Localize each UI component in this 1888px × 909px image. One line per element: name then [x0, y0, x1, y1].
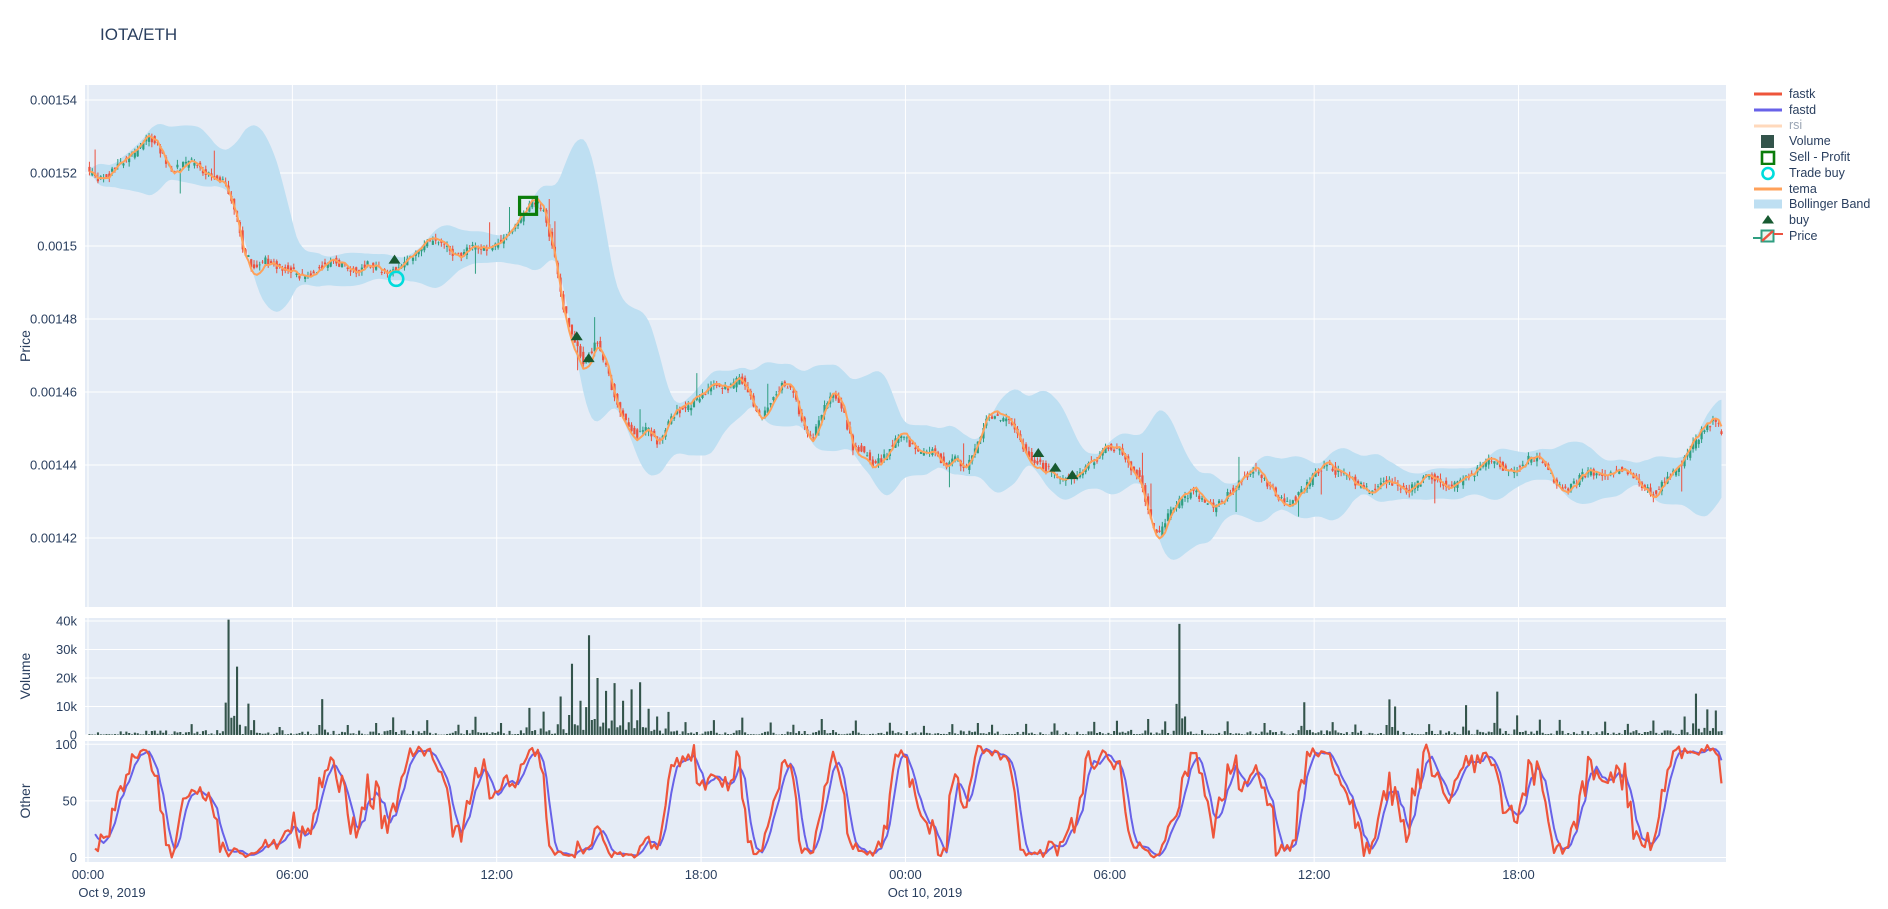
- legend-item-price[interactable]: Price: [1752, 228, 1888, 244]
- volume-tick-label: 10k: [56, 699, 77, 714]
- triangle-up-swatch-icon: [1752, 212, 1784, 228]
- x-tick-label: 06:00: [276, 867, 309, 882]
- legend-item-fastd[interactable]: fastd: [1752, 102, 1888, 118]
- buy-marker[interactable]: [1066, 469, 1079, 479]
- x-tick-label: 12:00: [1298, 867, 1331, 882]
- legend-item-label: Bollinger Band: [1789, 197, 1871, 212]
- candlestick-swatch-icon: [1752, 228, 1784, 244]
- price-tick-label: 0.00154: [30, 93, 77, 108]
- x-tick-label: 18:00: [685, 867, 718, 882]
- legend-item-volume[interactable]: Volume: [1752, 133, 1888, 149]
- sell-profit-marker[interactable]: [517, 195, 539, 216]
- line-swatch-icon: [1752, 181, 1784, 197]
- chart-title: IOTA/ETH: [100, 25, 178, 44]
- x-tick-label: 06:00: [1094, 867, 1127, 882]
- price-tick-label: 0.00148: [30, 312, 77, 327]
- buy-marker[interactable]: [388, 254, 401, 264]
- legend-item-bollinger-band[interactable]: Bollinger Band: [1752, 197, 1888, 213]
- x-tick-label: 00:00: [889, 867, 922, 882]
- other-tick-label: 0: [70, 850, 77, 865]
- legend-item-label: rsi: [1789, 118, 1803, 133]
- price-tick-label: 0.00146: [30, 385, 77, 400]
- legend-item-label: fastk: [1789, 86, 1816, 101]
- legend-item-fastk[interactable]: fastk: [1752, 86, 1888, 102]
- line-swatch-icon: [1752, 102, 1784, 118]
- line-swatch-icon: [1752, 86, 1784, 102]
- square-open-swatch-icon: [1752, 149, 1784, 166]
- volume-axis-title: Volume: [17, 652, 33, 699]
- legend-item-label: Volume: [1789, 134, 1831, 149]
- legend-item-label: Sell - Profit: [1789, 150, 1851, 165]
- legend-item-label: tema: [1789, 181, 1817, 196]
- x-tick-label: 00:00: [72, 867, 105, 882]
- other-axis-title: Other: [17, 783, 33, 818]
- price-tick-label: 0.00142: [30, 531, 77, 546]
- volume-tick-label: 20k: [56, 671, 77, 686]
- buy-marker[interactable]: [582, 353, 595, 363]
- legend-item-trade-buy[interactable]: Trade buy: [1752, 165, 1888, 181]
- volume-tick-label: 0: [70, 728, 77, 743]
- axis-tick-labels: 0.00154 0.00152 0.0015 0.00148 0.00146 0.0014…: [30, 93, 1535, 900]
- legend-item-sell-profit[interactable]: Sell - Profit: [1752, 149, 1888, 166]
- legend-item-label: Trade buy: [1789, 165, 1845, 180]
- buy-marker[interactable]: [1032, 448, 1045, 458]
- legend-item-label: Price: [1789, 229, 1818, 244]
- volume-tick-label: 30k: [56, 642, 77, 657]
- price-tick-label: 0.00152: [30, 166, 77, 181]
- square-swatch-icon: [1752, 133, 1784, 149]
- trade-buy-marker[interactable]: [387, 270, 405, 288]
- circle-open-swatch-icon: [1752, 165, 1784, 181]
- x-tick-label: 12:00: [480, 867, 513, 882]
- legend-item-tema[interactable]: tema: [1752, 181, 1888, 197]
- price-axis-title: Price: [17, 330, 33, 362]
- buy-marker[interactable]: [570, 331, 583, 341]
- price-tick-label: 0.00144: [30, 458, 77, 473]
- band-swatch-icon: [1752, 196, 1784, 212]
- other-tick-label: 100: [55, 737, 77, 752]
- bollinger-band-area: [89, 124, 1722, 560]
- legend-item-buy[interactable]: buy: [1752, 212, 1888, 228]
- line-swatch-icon: [1752, 118, 1784, 134]
- legend: fastk fastd rsi Volume Sell - Profit Trade bu…: [1752, 86, 1888, 244]
- legend-item-rsi[interactable]: rsi: [1752, 118, 1888, 134]
- x-tick-label: 18:00: [1502, 867, 1535, 882]
- volume-tick-label: 40k: [56, 614, 77, 629]
- date-label-oct9: Oct 9, 2019: [78, 885, 145, 900]
- date-label-oct10: Oct 10, 2019: [888, 885, 962, 900]
- legend-item-label: fastd: [1789, 102, 1817, 117]
- tema-line: [89, 134, 1723, 540]
- price-tick-label: 0.0015: [37, 239, 77, 254]
- fastk-line: [94, 743, 1723, 859]
- other-tick-label: 50: [63, 793, 77, 808]
- buy-marker[interactable]: [1049, 462, 1062, 472]
- legend-item-label: buy: [1789, 213, 1810, 228]
- volume-bars: [88, 619, 1723, 735]
- fastd-line: [94, 747, 1723, 857]
